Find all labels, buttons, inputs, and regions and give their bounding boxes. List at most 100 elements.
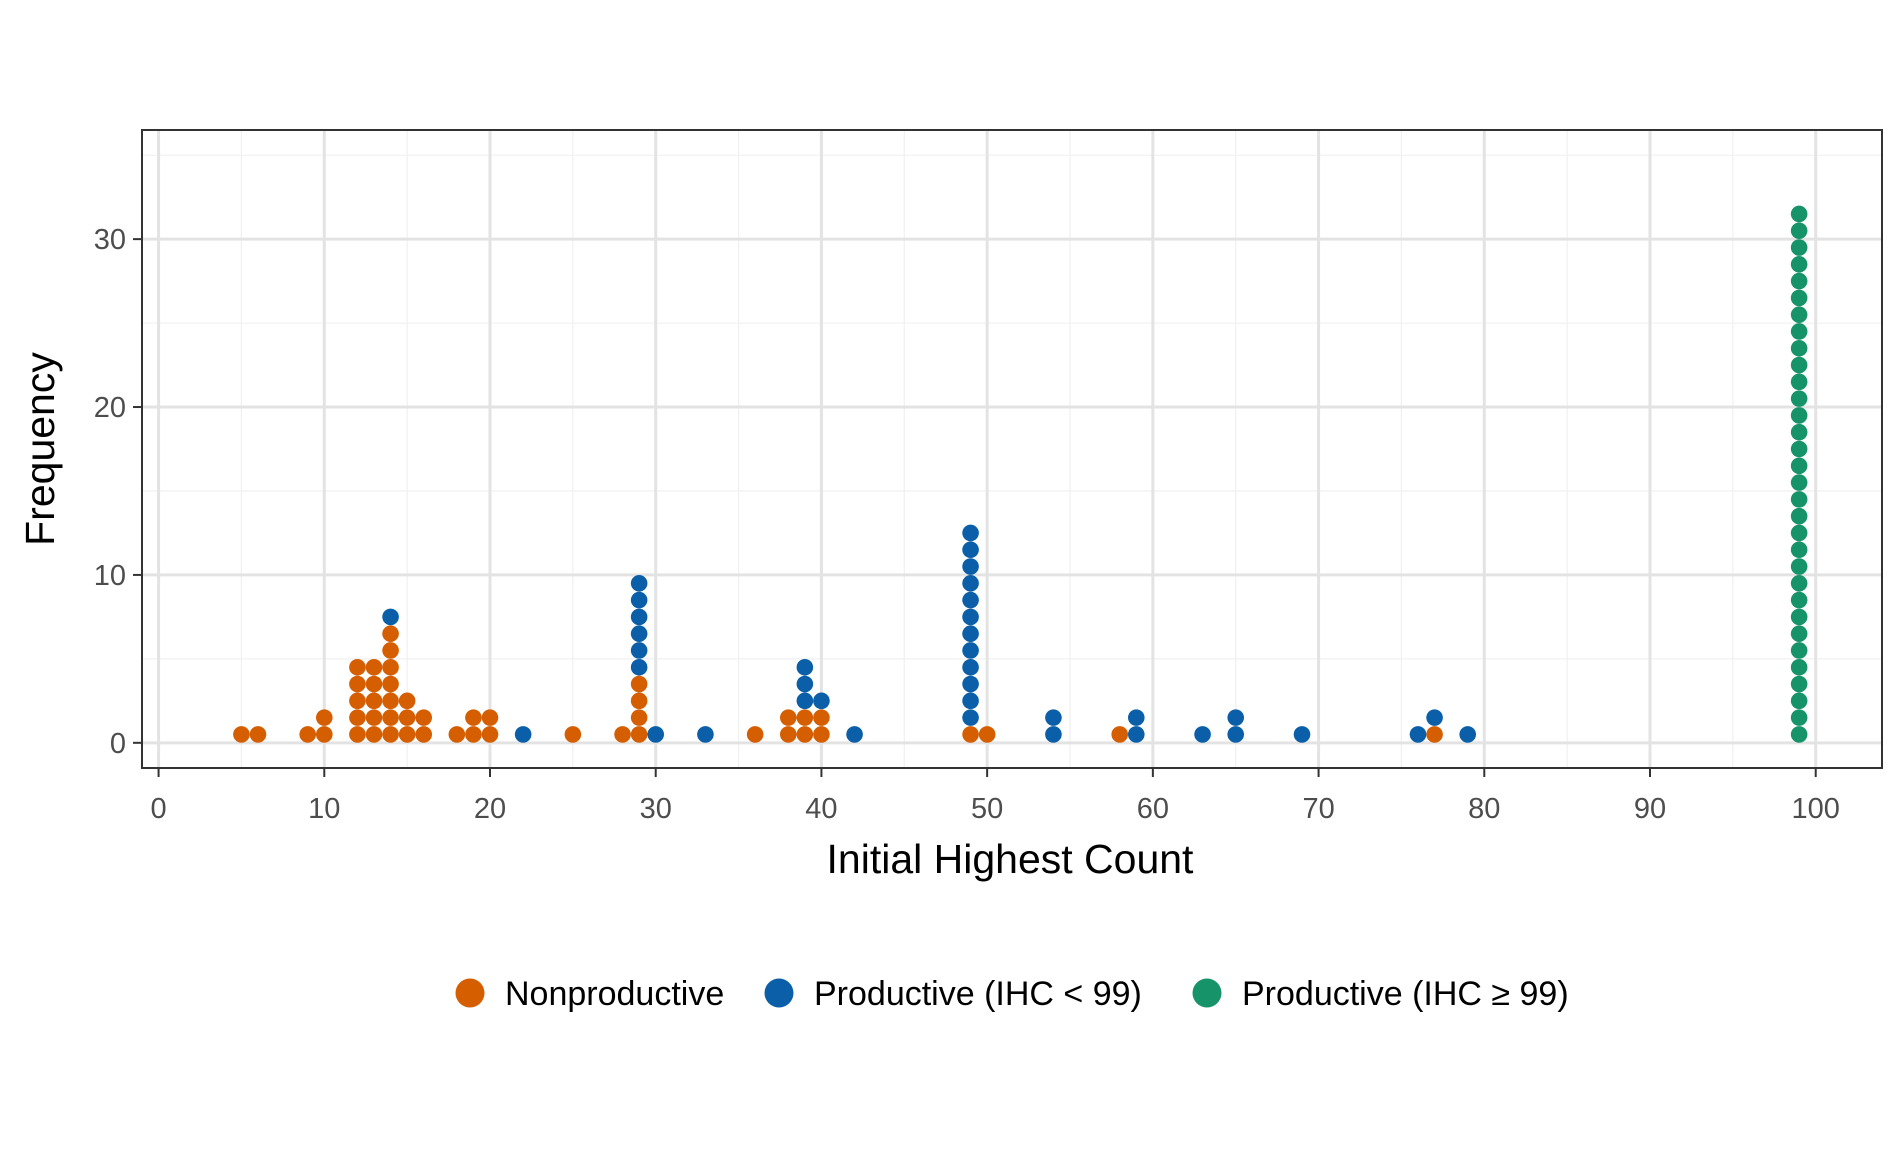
data-point xyxy=(779,726,797,743)
data-point xyxy=(796,675,814,693)
data-point xyxy=(448,726,466,743)
data-point xyxy=(746,726,764,743)
data-point xyxy=(1790,658,1808,676)
y-axis-title: Frequency xyxy=(17,352,63,546)
x-tick-label: 20 xyxy=(474,793,506,825)
y-axis: 0 10 20 30 xyxy=(94,224,142,760)
plot-background xyxy=(142,130,1882,768)
data-point xyxy=(299,726,317,743)
x-tick-label: 80 xyxy=(1468,793,1500,825)
data-point xyxy=(962,608,979,626)
data-point xyxy=(1790,356,1808,374)
data-point xyxy=(1790,457,1808,475)
data-point xyxy=(1790,373,1808,391)
data-point xyxy=(481,709,499,726)
data-point xyxy=(813,709,830,726)
data-point xyxy=(1127,709,1145,726)
data-point xyxy=(382,642,399,659)
y-tick-label: 0 xyxy=(110,728,126,760)
data-point xyxy=(365,658,383,676)
data-point xyxy=(1409,726,1427,743)
y-tick-label: 10 xyxy=(94,560,126,592)
data-point xyxy=(630,726,648,743)
legend-label: Productive (IHC < 99) xyxy=(814,975,1142,1013)
data-point xyxy=(813,692,830,710)
data-point xyxy=(382,675,399,693)
data-point xyxy=(962,524,979,542)
data-point xyxy=(796,709,814,726)
data-point xyxy=(1790,726,1808,743)
data-point xyxy=(1790,306,1808,323)
legend-key xyxy=(455,978,485,1008)
data-point xyxy=(315,709,333,726)
data-point xyxy=(630,675,648,693)
data-point xyxy=(1790,390,1808,407)
data-point xyxy=(349,675,366,693)
data-point xyxy=(796,692,814,710)
data-point xyxy=(365,675,383,693)
data-point xyxy=(481,726,499,743)
data-point xyxy=(630,591,648,609)
data-point xyxy=(1426,709,1443,726)
x-axis: 0 10 20 30 40 50 60 70 80 90 100 xyxy=(151,768,1840,825)
data-point xyxy=(1293,726,1311,743)
data-point xyxy=(962,541,979,559)
data-point xyxy=(1045,709,1062,726)
data-point xyxy=(962,591,979,609)
data-point xyxy=(349,726,366,743)
data-point xyxy=(1790,541,1808,559)
data-point xyxy=(382,658,399,676)
data-point xyxy=(1790,675,1808,693)
legend-key xyxy=(1192,978,1222,1008)
x-tick-label: 50 xyxy=(971,793,1003,825)
data-point xyxy=(1426,726,1443,743)
gridlines xyxy=(142,130,1882,768)
data-point xyxy=(962,658,979,676)
data-point xyxy=(962,558,979,575)
data-point xyxy=(249,726,267,743)
data-point xyxy=(697,726,714,743)
data-point xyxy=(630,625,648,642)
data-point xyxy=(1790,440,1808,458)
data-point xyxy=(398,692,416,710)
data-point xyxy=(962,726,979,743)
data-point xyxy=(382,692,399,710)
x-tick-label: 30 xyxy=(640,793,672,825)
data-point xyxy=(962,675,979,693)
data-point xyxy=(1790,608,1808,626)
data-point xyxy=(398,726,416,743)
data-point xyxy=(962,575,979,592)
x-tick-label: 40 xyxy=(805,793,837,825)
data-point xyxy=(779,709,797,726)
data-point xyxy=(1790,339,1808,357)
data-point xyxy=(465,709,482,726)
data-point xyxy=(962,692,979,710)
data-point xyxy=(1790,474,1808,491)
data-point xyxy=(1790,692,1808,710)
data-point xyxy=(630,709,648,726)
data-point xyxy=(1790,289,1808,307)
legend-label: Nonproductive xyxy=(505,975,724,1013)
x-tick-label: 70 xyxy=(1302,793,1334,825)
data-point xyxy=(1790,407,1808,424)
data-point xyxy=(1790,642,1808,659)
data-point xyxy=(415,709,433,726)
data-point xyxy=(382,726,399,743)
data-point xyxy=(1227,709,1245,726)
x-tick-label: 90 xyxy=(1634,793,1666,825)
data-point xyxy=(1790,575,1808,592)
data-point xyxy=(398,709,416,726)
x-axis-title: Initial Highest Count xyxy=(827,836,1195,882)
data-point xyxy=(1194,726,1211,743)
y-tick-label: 30 xyxy=(94,224,126,256)
data-point xyxy=(1790,491,1808,508)
data-point xyxy=(978,726,996,743)
y-tick-label: 20 xyxy=(94,392,126,424)
x-tick-label: 0 xyxy=(151,793,167,825)
data-point xyxy=(564,726,582,743)
x-tick-label: 60 xyxy=(1137,793,1169,825)
data-point xyxy=(796,658,814,676)
data-point xyxy=(1790,256,1808,273)
data-point xyxy=(415,726,433,743)
data-point xyxy=(349,692,366,710)
